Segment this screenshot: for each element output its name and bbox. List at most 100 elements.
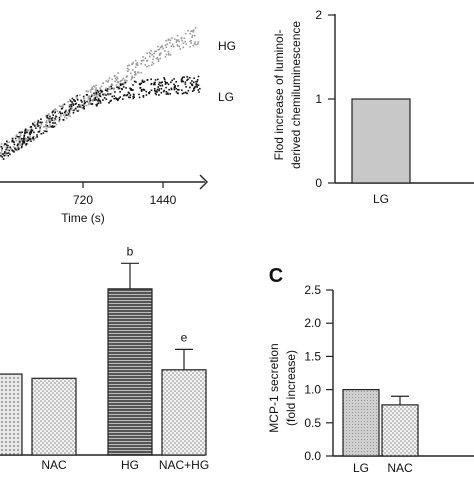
scatter-point [1, 153, 3, 155]
scatter-point [196, 86, 198, 88]
scatter-point [123, 94, 126, 96]
scatter-point [10, 147, 12, 150]
scatter-point [19, 131, 21, 134]
scatter-point [134, 73, 136, 76]
scatter-point [148, 51, 151, 54]
scatter-point [30, 132, 33, 134]
scatter-point [178, 89, 180, 91]
scatter-point [18, 140, 21, 142]
scatter-point [195, 43, 197, 46]
scatter-point [52, 114, 54, 116]
scatter-point [172, 45, 175, 48]
scatter-point [181, 76, 184, 79]
scatter-point [15, 135, 17, 137]
scatter-point [124, 79, 126, 82]
scatter-point [156, 90, 158, 92]
scatter-point [186, 79, 188, 81]
scatter-point [4, 151, 6, 153]
scatter-point [184, 91, 187, 94]
scatter-point [11, 137, 14, 140]
scatter-point [24, 131, 26, 134]
scatter-point [32, 137, 34, 140]
p2-y-label-line2: derived chemiluminescence [289, 21, 303, 169]
scatter-point [145, 94, 148, 96]
scatter-point [63, 103, 66, 106]
p3-bar-2 [31, 377, 77, 456]
scatter-point [107, 93, 109, 95]
scatter-point [15, 148, 17, 151]
scatter-point [171, 43, 174, 46]
scatter-point [117, 80, 119, 83]
scatter-point [95, 87, 97, 89]
scatter-point [25, 143, 27, 146]
scatter-point [26, 143, 29, 145]
scatter-point [165, 40, 167, 42]
scatter-point [81, 101, 83, 103]
scatter-point [91, 99, 94, 101]
scatter-point [177, 85, 179, 87]
scatter-point [52, 122, 54, 124]
scatter-point [61, 112, 64, 115]
scatter-point [45, 114, 47, 117]
scatter-point [110, 92, 113, 95]
p4-y-tick-label: 1.0 [304, 383, 321, 397]
p2-y-tick-label: 0 [315, 176, 322, 190]
scatter-point [117, 72, 119, 74]
scatter-point [155, 93, 158, 96]
scatter-point [156, 88, 159, 91]
scatter-point [170, 88, 173, 91]
scatter-point [44, 130, 47, 133]
scatter-point [45, 120, 48, 122]
scatter-point [51, 117, 54, 119]
scatter-point [30, 130, 32, 133]
scatter-point [176, 44, 179, 46]
scatter-point [58, 116, 61, 119]
scatter-point [95, 92, 98, 95]
scatter-point [98, 94, 101, 97]
scatter-point [14, 148, 16, 151]
scatter-point [182, 46, 185, 49]
scatter-point [88, 95, 90, 97]
p4-y-tick-label: 2.5 [304, 283, 321, 297]
scatter-point [187, 89, 190, 92]
scatter-point [18, 141, 20, 143]
scatter-point [165, 93, 168, 95]
scatter-point [114, 91, 116, 93]
scatter-point [80, 99, 83, 102]
scatter-point [105, 98, 108, 101]
p2-y-tick-label: 1 [315, 92, 322, 106]
scatter-point [27, 139, 30, 142]
scatter-point [167, 93, 169, 95]
scatter-point [157, 86, 159, 88]
scatter-point [124, 81, 127, 84]
scatter-point [107, 79, 110, 82]
scatter-point [68, 109, 71, 111]
scatter-point [110, 99, 112, 102]
scatter-point [49, 120, 51, 122]
scatter-point [157, 49, 160, 51]
scatter-point [23, 140, 26, 143]
scatter-point [191, 80, 193, 82]
scatter-point [6, 146, 9, 149]
scatter-point [131, 75, 133, 78]
scatter-point [49, 115, 51, 118]
scatter-point [5, 148, 7, 151]
scatter-point [166, 92, 169, 94]
scatter-point [114, 80, 116, 83]
scatter-point [189, 86, 191, 89]
scatter-point [134, 66, 137, 69]
scatter-point [122, 83, 125, 86]
scatter-point [155, 50, 158, 53]
scatter-point [123, 81, 126, 84]
scatter-point [171, 37, 173, 39]
scatter-point [17, 145, 19, 148]
scatter-point [37, 120, 40, 122]
scatter-point [37, 125, 39, 127]
scatter-point [169, 93, 171, 95]
scatter-point [150, 64, 153, 66]
scatter-point [117, 88, 120, 91]
scatter-point [51, 119, 54, 121]
scatter-point [20, 131, 22, 134]
scatter-point [117, 86, 120, 89]
scatter-point [164, 80, 166, 83]
